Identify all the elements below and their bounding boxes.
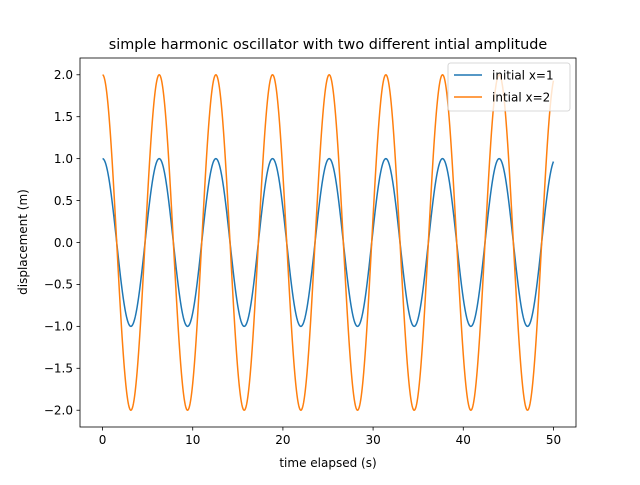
- legend: initial x=1 intial x=2: [447, 62, 571, 112]
- legend-label-1: initial x=1: [492, 68, 554, 82]
- y-tick-label: −2.0: [44, 404, 73, 418]
- x-tick-label: 0: [99, 433, 107, 447]
- y-tick-label: 1.0: [54, 152, 73, 166]
- plot-area: 0 10 20 30 40 50 −2.0 −1.5 −1.0 −0.5 0.0 0.5 1.0 1.5 2…: [44, 57, 577, 447]
- x-tick-label: 20: [275, 433, 290, 447]
- chart-title: simple harmonic oscillator with two diff…: [109, 37, 548, 53]
- y-axis-title: displacement (m): [16, 189, 30, 295]
- x-tick-label: 30: [365, 433, 380, 447]
- y-tick-label: 2.0: [54, 68, 73, 82]
- y-tick-label: 0.0: [54, 236, 73, 250]
- y-tick-label: 0.5: [54, 194, 73, 208]
- y-tick-label: −1.0: [44, 320, 73, 334]
- axes-frame: [79, 57, 577, 428]
- x-axis-title: time elapsed (s): [279, 456, 376, 470]
- y-tick-label: −1.5: [44, 362, 73, 376]
- x-tick-label: 50: [546, 433, 561, 447]
- series-line-2: [102, 74, 555, 411]
- y-tick-label: 1.5: [54, 110, 73, 124]
- x-tick-label: 40: [456, 433, 471, 447]
- x-tick-label: 10: [185, 433, 200, 447]
- y-tick-label: −0.5: [44, 278, 73, 292]
- series-line-1: [102, 157, 555, 328]
- legend-label-2: intial x=2: [492, 90, 550, 104]
